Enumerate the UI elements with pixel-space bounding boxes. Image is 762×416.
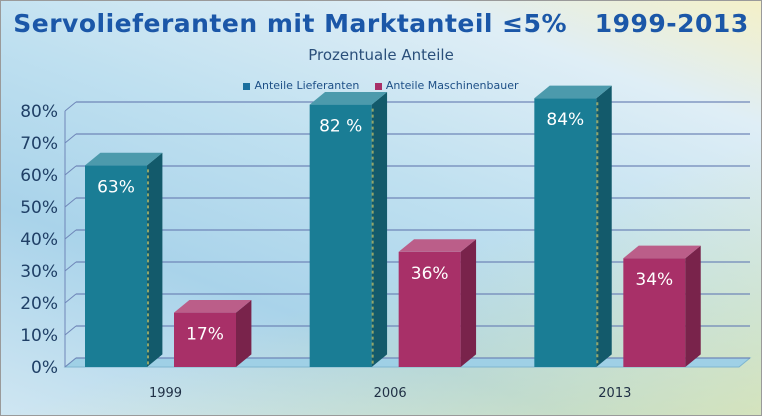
bar-front [174, 312, 236, 367]
gridline-depth [64, 293, 77, 304]
gridline-depth [64, 165, 77, 176]
y-tick-label: 80% [20, 102, 58, 122]
bar-front [398, 251, 461, 367]
bar-value-label: 17% [186, 325, 224, 345]
bar-top [623, 245, 701, 259]
bar-front [623, 258, 686, 367]
x-tick-label: 2013 [598, 386, 631, 401]
bar-side [371, 92, 388, 367]
chart-title: Servolieferanten mit Marktanteil ≤5% 199… [13, 9, 749, 38]
bar-side [147, 152, 163, 367]
gridline-depth [64, 261, 77, 272]
y-tick-label: 70% [20, 134, 58, 154]
legend-item-lieferanten: Anteile Lieferanten [243, 79, 359, 92]
bar-top [174, 300, 252, 313]
bar-top [309, 92, 388, 105]
gridline-depth [64, 325, 77, 336]
bar-front [534, 98, 597, 367]
bar-side [460, 239, 477, 367]
y-tick-label: 60% [20, 166, 58, 186]
bar-side [596, 85, 612, 367]
bar-value-label: 34% [635, 270, 673, 290]
bar-top [398, 239, 477, 252]
y-tick-label: 20% [20, 294, 58, 314]
bar-value-label: 84% [546, 110, 584, 130]
bar-top [534, 85, 612, 99]
gridline-depth [64, 357, 77, 368]
bar-value-label: 82 % [319, 117, 362, 137]
legend-swatch-maschinenbauer [374, 82, 382, 90]
bar-top [85, 152, 163, 166]
legend-label-maschinenbauer: Anteile Maschinenbauer [385, 79, 519, 92]
y-tick-label: 0% [31, 358, 58, 378]
gridline-depth [64, 133, 77, 144]
gridline-depth [64, 229, 77, 240]
legend-item-maschinenbauer: Anteile Maschinenbauer [374, 79, 519, 92]
y-tick-label: 10% [20, 326, 58, 346]
legend: Anteile Lieferanten Anteile Maschinenbau… [1, 79, 761, 92]
gridline-depth [64, 101, 77, 112]
y-tick-label: 50% [20, 198, 58, 218]
y-tick-label: 30% [20, 262, 58, 282]
bar-front [85, 165, 147, 367]
chart-subtitle: Prozentuale Anteile [308, 46, 454, 64]
bar-value-label: 36% [411, 264, 449, 284]
gridline-depth [64, 197, 77, 208]
bar-side [685, 245, 701, 367]
legend-label-lieferanten: Anteile Lieferanten [254, 79, 360, 92]
bar-front [309, 104, 372, 367]
bar-side [236, 300, 252, 367]
x-tick-label: 2006 [374, 386, 407, 401]
bar-value-label: 63% [97, 177, 135, 197]
legend-swatch-lieferanten [243, 82, 251, 90]
x-tick-label: 1999 [149, 386, 182, 401]
y-tick-label: 40% [20, 230, 58, 250]
